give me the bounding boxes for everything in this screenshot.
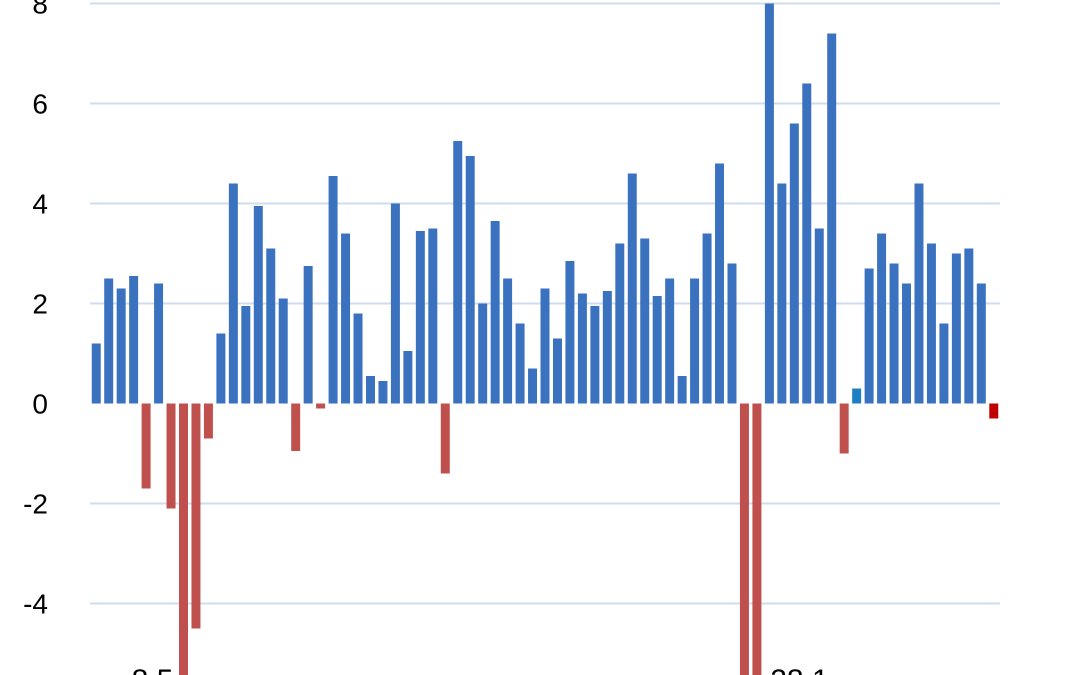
bar — [278, 298, 288, 404]
bar — [116, 288, 126, 404]
bar — [552, 338, 562, 404]
bar — [303, 266, 313, 404]
bar — [877, 233, 887, 404]
bar — [328, 176, 338, 404]
bar — [390, 203, 400, 404]
bar — [428, 228, 438, 404]
bar — [752, 403, 762, 675]
bar — [191, 403, 201, 629]
bar — [440, 403, 450, 474]
gridlines — [90, 2, 1000, 605]
bar — [403, 351, 413, 404]
bar — [615, 243, 625, 404]
y-axis-tick-labels: 8 6 4 2 0 -2 -4 — [23, 0, 48, 620]
bar — [590, 306, 600, 404]
bar — [939, 323, 949, 404]
bar — [951, 253, 961, 404]
bar — [802, 83, 812, 404]
bar — [540, 288, 550, 404]
y-tick-label: 6 — [32, 89, 48, 120]
bar — [253, 206, 263, 404]
y-tick-label: 2 — [32, 289, 48, 320]
y-tick-label: 4 — [32, 189, 48, 220]
bar — [91, 343, 101, 404]
bar — [216, 333, 226, 404]
bar — [341, 233, 351, 404]
bar — [503, 278, 513, 404]
bar — [365, 376, 375, 404]
bar — [154, 283, 164, 404]
bar — [353, 313, 363, 404]
bar — [989, 403, 999, 419]
bar — [104, 278, 114, 404]
bar — [727, 263, 737, 404]
bar — [827, 33, 837, 404]
bar — [453, 141, 463, 404]
y-tick-label: 8 — [32, 0, 48, 20]
bar — [602, 291, 612, 404]
bar — [764, 3, 774, 404]
bars — [91, 3, 999, 675]
bar — [964, 248, 974, 404]
bar — [627, 173, 637, 404]
bar — [902, 283, 911, 404]
bar — [864, 268, 874, 404]
bar — [976, 283, 986, 404]
bar — [665, 278, 675, 404]
bar — [926, 243, 936, 404]
bar — [266, 248, 276, 404]
y-tick-label: -4 — [23, 589, 48, 620]
y-tick-label: -2 — [23, 489, 48, 520]
bar — [316, 403, 326, 409]
bar — [565, 261, 575, 404]
bar — [228, 183, 238, 404]
bar — [528, 368, 538, 404]
bar — [702, 233, 712, 404]
bar — [814, 228, 824, 404]
bar — [577, 293, 587, 404]
bar — [640, 238, 650, 404]
bar — [777, 183, 787, 404]
bar — [690, 278, 700, 404]
data-label: -28.1 — [760, 664, 828, 675]
bar — [141, 403, 151, 489]
annotations: -8.5 -28.1 — [122, 664, 829, 675]
bar — [465, 156, 475, 404]
y-tick-label: 0 — [32, 389, 48, 420]
bar — [129, 276, 139, 404]
bar — [490, 221, 500, 404]
bar — [652, 296, 662, 404]
bar — [889, 263, 899, 404]
bar — [914, 183, 924, 404]
bar — [515, 323, 525, 404]
bar — [203, 403, 213, 439]
bar — [166, 403, 176, 509]
bar — [378, 381, 388, 404]
bar — [291, 403, 301, 451]
bar — [715, 163, 725, 404]
bar — [478, 303, 488, 404]
bar — [839, 403, 849, 454]
data-label: -8.5 — [122, 664, 174, 675]
bar — [677, 376, 687, 404]
bar — [739, 403, 749, 675]
bar — [241, 306, 251, 404]
bar — [179, 403, 188, 675]
bar — [415, 231, 425, 404]
bar — [852, 388, 862, 404]
bar — [789, 123, 799, 404]
